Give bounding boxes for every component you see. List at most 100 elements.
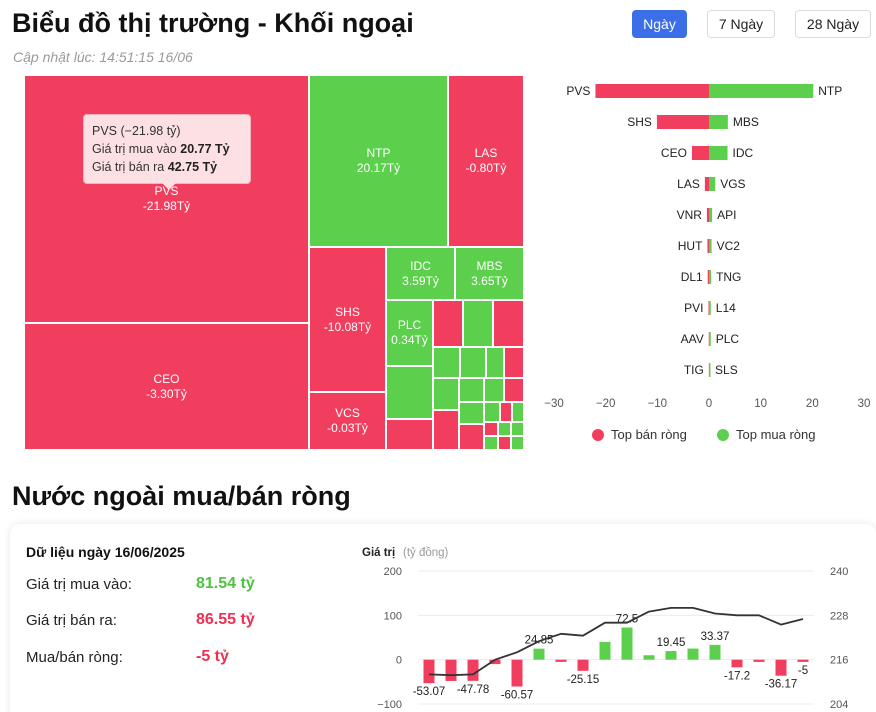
treemap-tile-ntp[interactable]: NTP 20.17Tỷ	[309, 75, 448, 247]
treemap-tile-small[interactable]	[498, 436, 511, 450]
bar-data-label: -17.2	[724, 670, 750, 682]
page-title: Biểu đồ thị trường - Khối ngoại	[12, 8, 414, 38]
treemap-tile-plc[interactable]: PLC 0.34Tỷ	[386, 300, 433, 366]
section-title: Nước ngoài mua/bán ròng	[12, 481, 351, 511]
x-tick-label: −30	[544, 398, 564, 410]
bar-buy	[709, 208, 713, 222]
bar-sell	[704, 177, 709, 191]
treemap-tile-mbs[interactable]: MBS 3.65Tỷ	[455, 247, 524, 300]
daily-net-bar	[643, 655, 655, 660]
treemap-tile-small[interactable]	[433, 378, 459, 410]
bar-data-label: -53.07	[413, 686, 446, 698]
bar-data-label: -47.78	[457, 684, 490, 696]
treemap-tile-small[interactable]	[511, 436, 524, 450]
daily-net-bar	[775, 659, 787, 676]
bar-sell	[691, 146, 709, 160]
legend-buy-label: Top mua ròng	[736, 427, 816, 442]
treemap-tile-small[interactable]	[484, 402, 500, 422]
daily-net-bar	[423, 659, 435, 684]
treemap-tile-shs[interactable]: SHS -10.08Tỷ	[309, 247, 386, 392]
period-28day-button[interactable]: 28 Ngày	[795, 10, 871, 38]
daily-net-bar	[467, 659, 479, 681]
summary-net-label: Mua/bán ròng:	[26, 649, 123, 666]
treemap-tile-small[interactable]	[386, 366, 433, 419]
y-right-tick-label: 216	[830, 655, 848, 667]
treemap-tile-small[interactable]	[484, 422, 498, 436]
y-right-tick-label: 204	[830, 699, 848, 711]
legend-buy[interactable]: Top mua ròng	[717, 427, 816, 442]
daily-net-bar	[489, 659, 501, 665]
legend-sell[interactable]: Top bán ròng	[592, 427, 687, 442]
treemap-tile-small[interactable]	[500, 402, 512, 422]
treemap-tile-small[interactable]	[486, 347, 504, 378]
bar-label-buy: TNG	[716, 270, 741, 284]
y-tick-label: −100	[377, 699, 402, 711]
summary-date: Dữ liệu ngày 16/06/2025	[26, 544, 185, 560]
x-tick-label: −10	[648, 398, 668, 410]
bar-label-buy: PLC	[716, 332, 740, 346]
x-tick-label: 30	[858, 398, 871, 410]
last-updated: Cập nhật lúc: 14:51:15 16/06	[13, 49, 193, 65]
treemap-tile-idc[interactable]: IDC 3.59Tỷ	[386, 247, 455, 300]
tile-value: 0.34Tỷ	[391, 333, 428, 347]
treemap-tile-small[interactable]	[504, 347, 524, 378]
tooltip-sell-row: Giá trị bán ra 42.75 Tỷ	[92, 158, 242, 176]
tile-code: CEO	[153, 371, 180, 386]
bar-buy	[709, 332, 711, 346]
treemap-tile-small[interactable]	[493, 300, 524, 347]
summary-net-value: -5 tỷ	[196, 648, 229, 665]
bar-label-sell: TIG	[684, 363, 704, 377]
daily-net-bar	[621, 627, 633, 660]
treemap-tile-las[interactable]: LAS -0.80Tỷ	[448, 75, 524, 247]
y-tick-label: 200	[384, 566, 402, 578]
treemap-tile-ceo[interactable]: CEO -3.30Tỷ	[24, 323, 309, 450]
treemap-tile-small[interactable]	[498, 422, 511, 436]
summary-buy-label: Giá trị mua vào:	[26, 576, 132, 593]
treemap-tile-small[interactable]	[386, 419, 433, 450]
treemap-tile-small[interactable]	[459, 402, 484, 424]
treemap-tile-small[interactable]	[459, 378, 484, 402]
tooltip-title: PVS (−21.98 tỷ)	[92, 124, 181, 138]
treemap-tile-small[interactable]	[484, 436, 498, 450]
tile-value: -10.08Tỷ	[323, 319, 372, 334]
period-7day-button[interactable]: 7 Ngày	[707, 10, 775, 38]
treemap-tile-small[interactable]	[463, 300, 493, 347]
treemap-tile-small[interactable]	[459, 424, 484, 450]
bar-sell	[706, 208, 709, 222]
x-tick-label: 10	[754, 398, 767, 410]
bar-buy	[709, 115, 728, 129]
treemap-tile-small[interactable]	[512, 402, 524, 422]
tile-code: NTP	[366, 146, 391, 160]
treemap-tile-small[interactable]	[484, 378, 504, 402]
treemap-tile-small[interactable]	[460, 347, 486, 378]
bar-label-sell: HUT	[678, 239, 703, 253]
period-day-button[interactable]: Ngày	[632, 10, 687, 38]
treemap-tile-pvs[interactable]: PVS -21.98Tỷ	[24, 75, 309, 323]
bar-buy	[709, 146, 728, 160]
treemap-tile-small[interactable]	[504, 378, 524, 402]
y-axis-title: Giá trị	[362, 547, 395, 559]
bar-buy	[709, 301, 711, 315]
tile-value: 20.17Tỷ	[356, 161, 401, 175]
treemap-tile-vcs[interactable]: VCS -0.03Tỷ	[309, 392, 386, 450]
legend-sell-label: Top bán ròng	[611, 427, 687, 442]
tile-value: -3.30Tỷ	[146, 386, 187, 401]
daily-net-bar	[599, 641, 611, 660]
bar-data-label: -60.57	[501, 690, 534, 702]
bar-label-sell: PVS	[566, 84, 590, 98]
treemap-tile-small[interactable]	[433, 410, 459, 450]
tile-code: PLC	[397, 318, 422, 332]
bar-label-buy: API	[717, 208, 736, 222]
y-right-tick-label: 228	[830, 610, 848, 622]
bar-buy	[709, 270, 712, 284]
tile-value: -0.80Tỷ	[465, 161, 507, 175]
treemap-tile-small[interactable]	[433, 300, 463, 347]
treemap-tile-small[interactable]	[511, 422, 524, 436]
summary-buy-value: 81.54 tỷ	[196, 575, 255, 592]
bar-buy	[709, 239, 712, 253]
bar-label-buy: IDC	[733, 146, 754, 160]
treemap-tile-small[interactable]	[433, 347, 460, 378]
tile-code: MBS	[476, 258, 503, 273]
y-right-tick-label: 240	[830, 566, 848, 578]
daily-net-bar	[709, 644, 721, 660]
